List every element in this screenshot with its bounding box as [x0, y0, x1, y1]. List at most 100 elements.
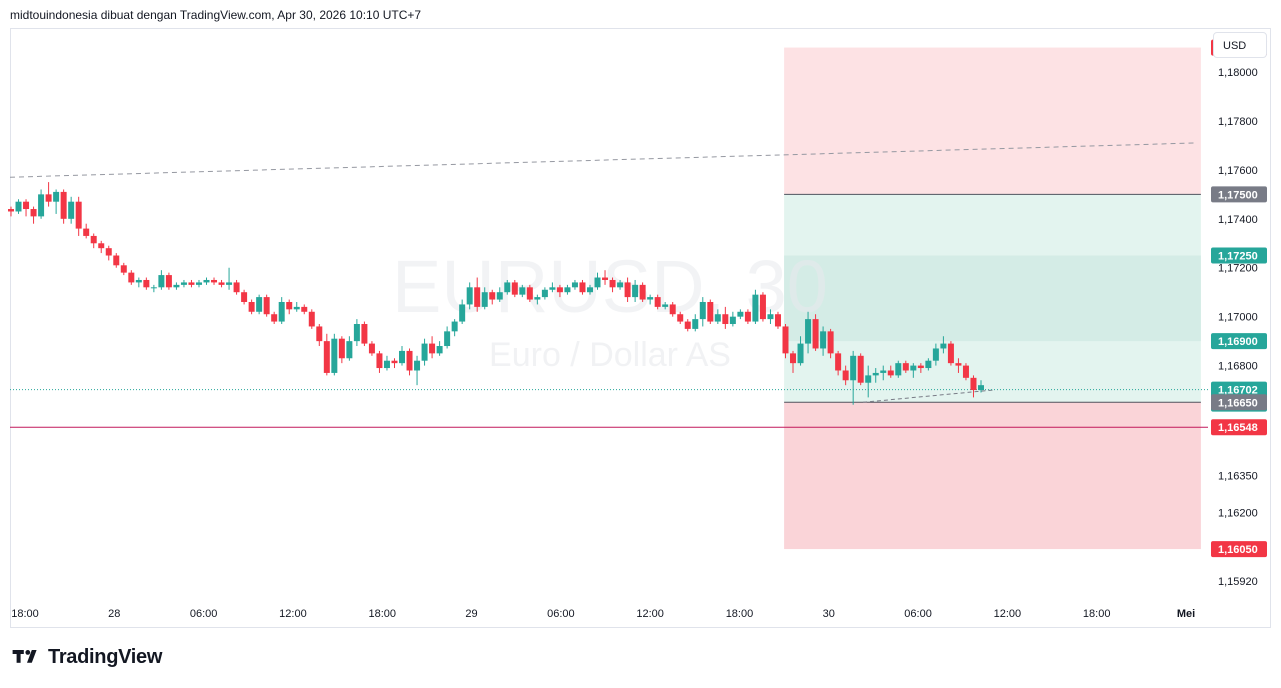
candle	[917, 363, 924, 373]
candle	[316, 324, 323, 347]
candle-body	[75, 201, 82, 229]
position-tool[interactable]	[784, 47, 1201, 550]
candle	[812, 314, 819, 351]
candle	[805, 311, 812, 354]
candle	[571, 279, 578, 290]
candle	[271, 311, 278, 325]
price-label-text: 1,16900	[1218, 336, 1258, 348]
time-tick-label: 18:00	[1083, 608, 1111, 620]
candle	[947, 341, 954, 366]
candle-body	[812, 319, 819, 349]
currency-button[interactable]: USD	[1213, 32, 1267, 58]
price-axis[interactable]: 1,18000 1,17800 1,17600 1,17400 1,17200 1,170…	[1211, 39, 1267, 588]
candle-body	[399, 350, 406, 364]
candle	[429, 336, 436, 359]
candle	[444, 326, 451, 349]
time-tick-label: 06:00	[904, 608, 932, 620]
price-label-text: 1,17500	[1218, 189, 1258, 201]
candle-body	[406, 350, 413, 371]
price-label-text: 1,16548	[1218, 422, 1258, 434]
candle-body	[835, 353, 842, 371]
price-tick-label: 1,17200	[1218, 263, 1258, 275]
candle	[195, 279, 202, 288]
candle	[865, 365, 872, 398]
candle-body	[143, 279, 150, 288]
candle	[654, 294, 661, 310]
candle	[113, 253, 120, 268]
candle-body	[23, 201, 30, 210]
time-tick-label: 06:00	[190, 608, 218, 620]
candle-body	[955, 363, 962, 366]
candle	[105, 245, 112, 261]
candle-body	[662, 304, 669, 307]
candle	[496, 287, 503, 302]
candle	[226, 267, 233, 290]
candle-body	[128, 272, 135, 283]
price-tick-label: 1,17800	[1218, 116, 1258, 128]
candle-body	[414, 360, 421, 371]
candle	[895, 360, 902, 378]
candle-body	[962, 365, 969, 378]
candle	[790, 350, 797, 373]
candle-body	[767, 314, 774, 320]
candle	[699, 297, 706, 327]
candle-body	[429, 343, 436, 354]
candle	[436, 341, 443, 356]
brand[interactable]: TradingView	[12, 646, 162, 669]
chart-frame[interactable]	[10, 28, 1271, 628]
candle	[120, 262, 127, 276]
candle	[414, 355, 421, 386]
candles	[8, 182, 984, 405]
time-tick-label: Mei	[1177, 608, 1195, 620]
candle-body	[158, 275, 165, 288]
candle	[647, 294, 654, 305]
candle-body	[737, 311, 744, 317]
candle-body	[647, 297, 654, 300]
candle-body	[331, 338, 338, 373]
candle	[421, 338, 428, 366]
candle-body	[474, 287, 481, 307]
candle-body	[940, 343, 947, 349]
candle	[248, 299, 255, 315]
candle	[684, 319, 691, 332]
candle	[391, 358, 398, 369]
candle	[233, 279, 240, 295]
candle	[256, 294, 263, 315]
price-tick-label: 1,16350	[1218, 471, 1258, 483]
candle	[624, 277, 631, 302]
price-tick-label: 1,17000	[1218, 312, 1258, 324]
time-tick-label: 18:00	[11, 608, 39, 620]
candle-body	[609, 279, 616, 288]
candle	[308, 309, 315, 329]
candle	[474, 277, 481, 312]
candle-body	[677, 314, 684, 322]
candle-body	[925, 360, 932, 369]
candle	[594, 272, 601, 290]
candle-body	[383, 360, 390, 369]
candle-body	[150, 287, 157, 289]
candle-body	[248, 301, 255, 312]
price-label-bg	[1211, 186, 1267, 203]
target-inner-zone	[784, 255, 1201, 342]
candle	[842, 365, 849, 386]
candle	[323, 333, 330, 376]
candle	[301, 304, 308, 315]
price-label-badge: 1,16650	[1211, 394, 1267, 411]
candle	[767, 309, 774, 325]
candle-body	[541, 289, 548, 298]
candle-body	[827, 331, 834, 354]
candle-body	[872, 372, 879, 376]
candle-body	[902, 363, 909, 371]
candle-body	[820, 331, 827, 349]
candle-body	[278, 301, 285, 322]
candle	[23, 199, 30, 217]
candle-body	[752, 294, 759, 322]
candle-body	[617, 282, 624, 288]
candle	[669, 301, 676, 317]
candle	[707, 299, 714, 325]
candle-body	[45, 194, 52, 202]
candle	[8, 206, 14, 217]
time-axis[interactable]: 18:00 28 06:00 12:00 18:00 29 06:00 12:00 18:00 3…	[11, 608, 1195, 620]
candle-body	[98, 243, 105, 249]
